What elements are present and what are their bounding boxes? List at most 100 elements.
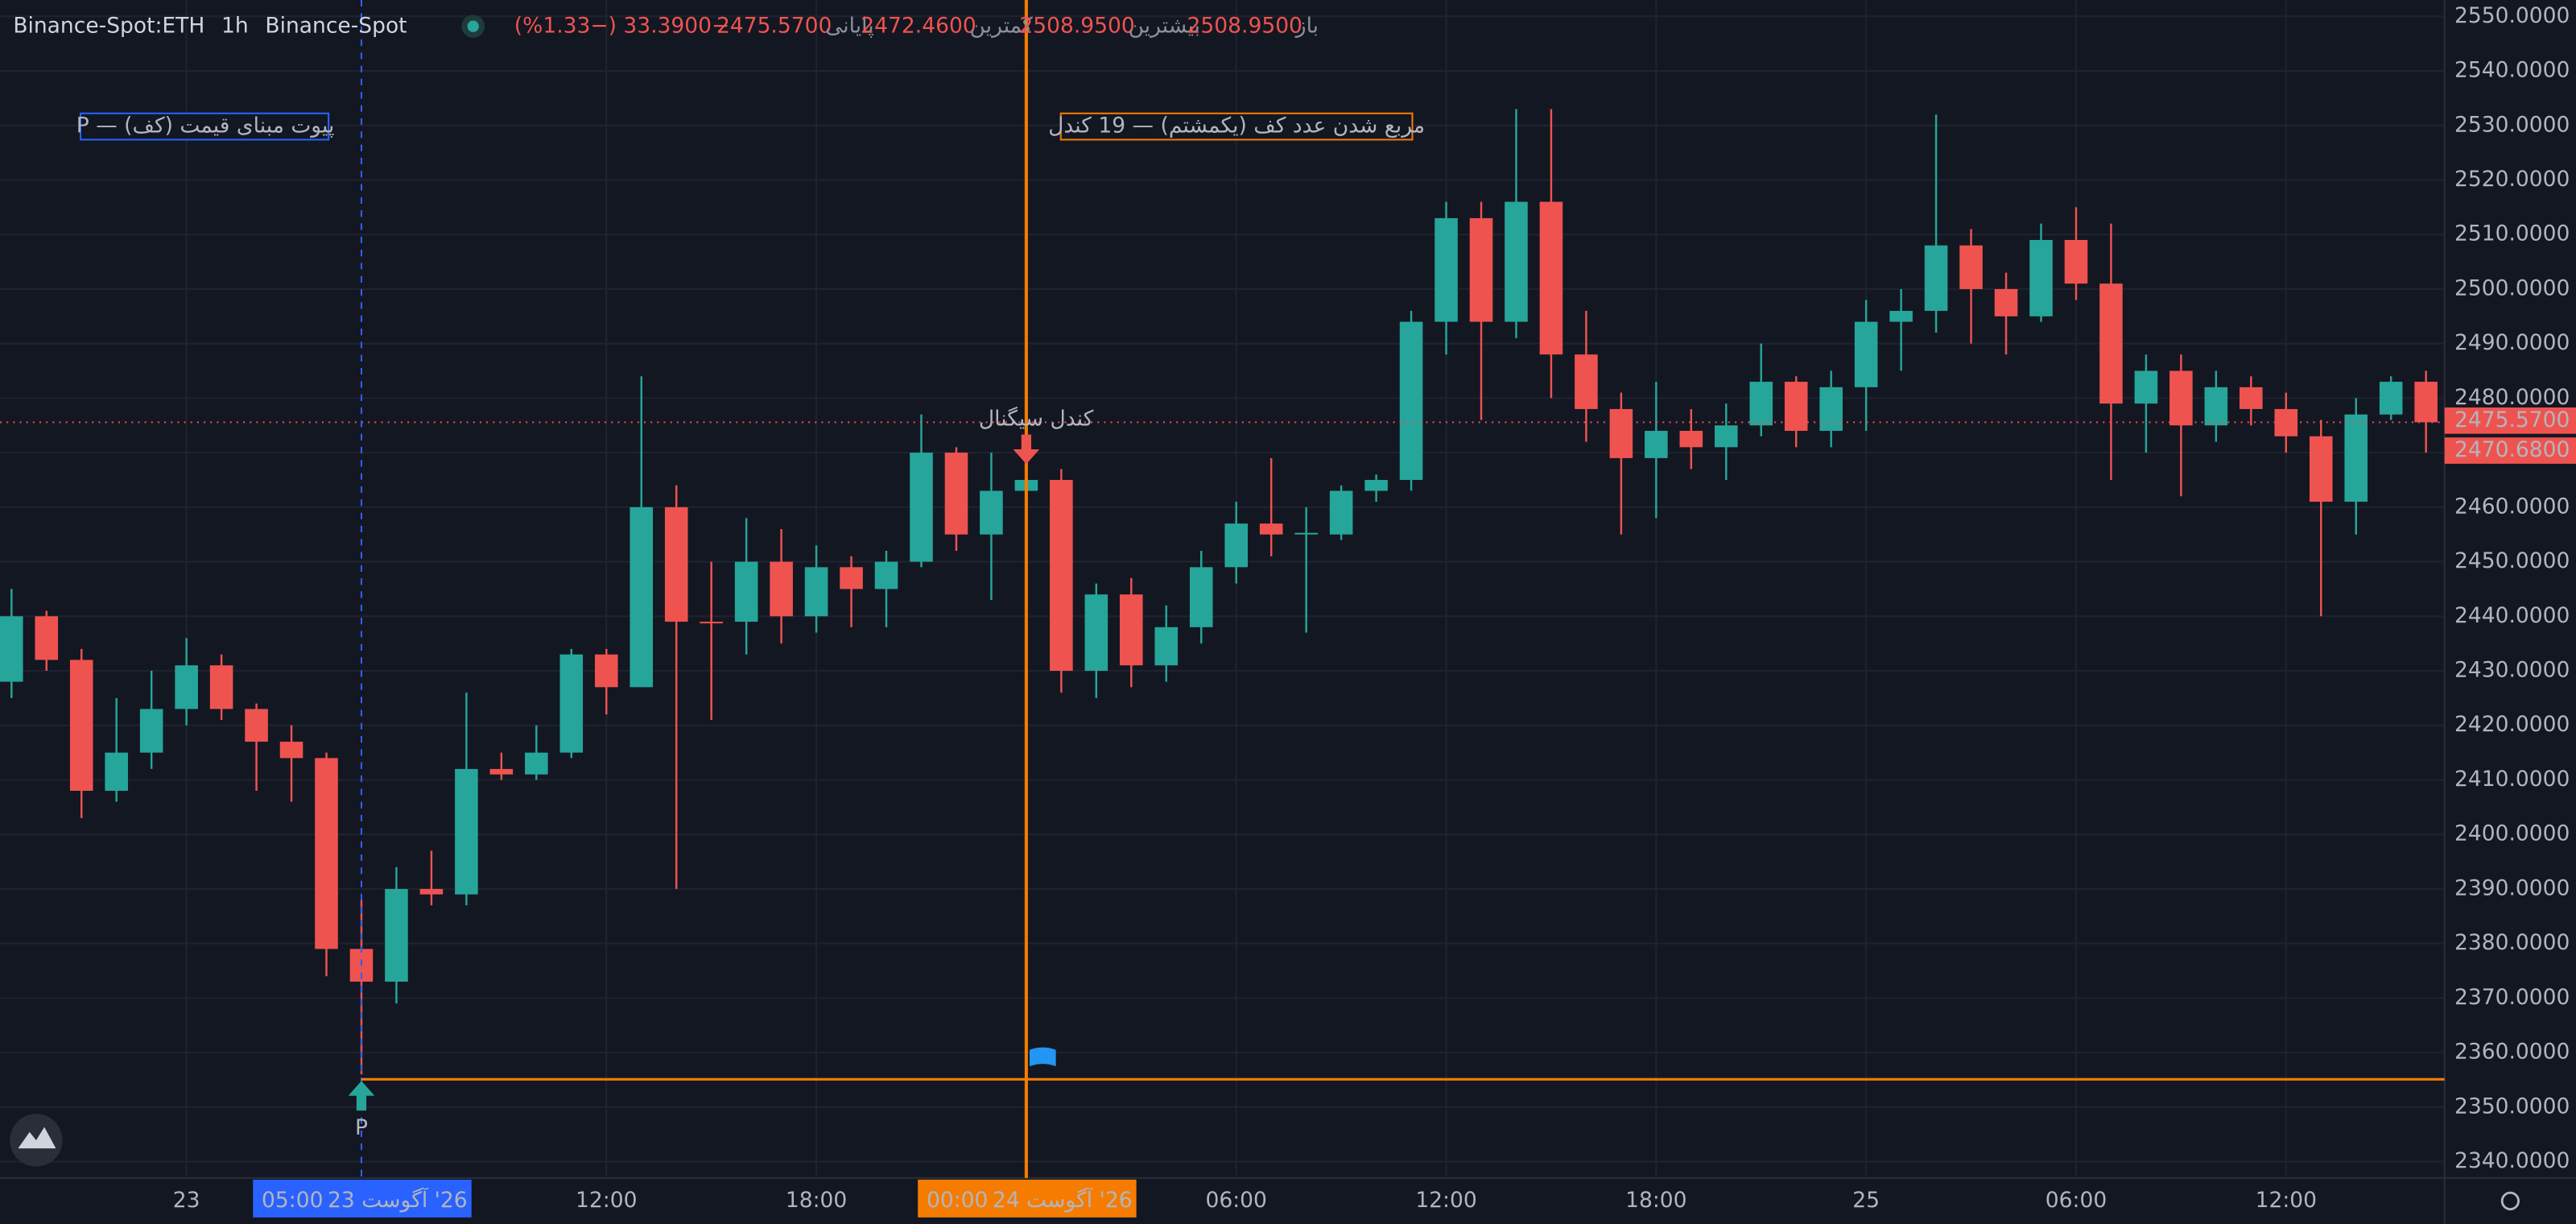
candle-body <box>594 654 618 688</box>
candle-body <box>1505 201 1528 322</box>
candle-body <box>1329 490 1353 535</box>
candle-body <box>1189 567 1213 627</box>
candle-body <box>455 768 478 895</box>
candle-body <box>2204 387 2228 426</box>
stat-label: باز <box>1294 13 1319 38</box>
y-tick-label: 2460.0000 <box>2454 494 2570 519</box>
candle-body <box>2414 382 2438 423</box>
stat-label: کمترین <box>970 13 1034 38</box>
candle-body <box>1154 626 1179 666</box>
y-tick-label: 2340.0000 <box>2454 1148 2570 1173</box>
candle-body <box>209 665 233 709</box>
x-tick-label: 06:00 <box>1205 1188 1266 1213</box>
candle-body <box>840 567 863 589</box>
settings-icon[interactable] <box>2500 1191 2520 1211</box>
candle-body <box>1084 594 1108 672</box>
y-tick-label: 2350.0000 <box>2454 1094 2570 1119</box>
price-label: 2475.5700 <box>2454 407 2570 432</box>
price-label-box <box>2444 437 2576 464</box>
stat-value: 2475.5700 <box>716 13 832 38</box>
candle-body <box>2029 239 2053 316</box>
stat-value: 2508.9500 <box>1187 13 1302 38</box>
y-tick-label: 2450.0000 <box>2454 548 2570 573</box>
candle-body <box>1575 354 1598 409</box>
stat-label: پایانی <box>825 13 873 38</box>
candle-body <box>105 752 128 792</box>
candle-body <box>1959 245 1983 289</box>
candle-body <box>1399 321 1423 480</box>
y-tick-label: 2360.0000 <box>2454 1040 2570 1065</box>
candle-body <box>980 490 1003 535</box>
symbol: Binance-Spot:ETH <box>13 13 204 38</box>
candle-body <box>630 507 654 688</box>
candle-body <box>1120 594 1143 666</box>
plot <box>0 109 2438 1075</box>
candle-body <box>315 758 338 949</box>
candle-body <box>0 616 23 682</box>
crosshair-label-box <box>253 1179 472 1218</box>
candle-body <box>69 660 93 792</box>
candle-body <box>1715 425 1738 448</box>
candle-body <box>770 561 793 617</box>
candle-body <box>874 561 898 589</box>
y-tick-label: 2430.0000 <box>2454 658 2570 683</box>
crosshair-label-box <box>918 1179 1137 1218</box>
candle-body <box>734 561 758 622</box>
candle-body <box>664 507 688 622</box>
flag-icon[interactable] <box>1029 1047 1056 1067</box>
pivot-marker: P <box>355 1115 368 1140</box>
candle-body <box>1994 288 2018 316</box>
candle-body <box>1435 217 1458 322</box>
x-tick-label: 06:00 <box>2046 1188 2107 1213</box>
candle-body <box>2309 436 2333 502</box>
y-tick-label: 2420.0000 <box>2454 712 2570 737</box>
interval: 1h <box>221 13 249 38</box>
candle-body <box>1364 479 1388 491</box>
candle-body <box>1539 201 1563 355</box>
candle-body <box>385 888 408 982</box>
candle-body <box>1784 382 1808 432</box>
signal-note: مربع شدن عدد کف (یکمشتم) — 19 کندل <box>1048 114 1425 139</box>
price-label: 2470.6800 <box>2454 437 2570 462</box>
exchange: Binance-Spot <box>265 13 407 38</box>
stat-label: بیشترین <box>1129 13 1200 38</box>
candle-body <box>245 709 268 742</box>
candle-body <box>525 752 548 775</box>
x-tick-label: 12:00 <box>576 1188 637 1213</box>
pivot-arrow <box>348 1081 375 1111</box>
price-label-box <box>2444 407 2576 434</box>
stat-value: 2508.9500 <box>1019 13 1134 38</box>
x-tick-label: 25 <box>1852 1188 1880 1213</box>
y-tick-label: 2380.0000 <box>2454 930 2570 955</box>
y-tick-label: 2480.0000 <box>2454 385 2570 410</box>
header: Binance-Spot:ETH 1h Binance-Spot <box>13 13 407 38</box>
grid <box>0 0 2445 1178</box>
pivot-note-box <box>79 112 330 141</box>
candle-body <box>2134 370 2158 404</box>
candle-body <box>804 567 828 617</box>
y-tick-label: 2400.0000 <box>2454 821 2570 846</box>
status-dot <box>467 20 479 32</box>
candle-body <box>1469 217 1493 322</box>
y-tick-label: 2490.0000 <box>2454 330 2570 355</box>
candle-body <box>1924 245 1948 312</box>
ohlc-stats: باز2508.9500بیشترین2508.9500کمترین2472.4… <box>514 13 1319 38</box>
candle-body <box>2379 382 2403 415</box>
y-tick-label: 2510.0000 <box>2454 221 2570 246</box>
candle-body <box>1259 523 1283 535</box>
candle-body <box>1609 408 1633 458</box>
signal-note-box <box>1059 112 1414 141</box>
pivot-note: پیوت مبنای قیمت (کف) — P <box>76 114 335 139</box>
crosshair-time: 00:00 <box>927 1188 988 1213</box>
y-tick-label: 2500.0000 <box>2454 275 2570 300</box>
y-tick-label: 2530.0000 <box>2454 112 2570 137</box>
x-tick-label: 18:00 <box>1625 1188 1686 1213</box>
candle-body <box>944 453 968 535</box>
candle-body <box>1749 382 1773 426</box>
candle-body <box>2344 414 2368 502</box>
candle-body <box>1645 431 1668 458</box>
crosshair-date: 26' آگوست 24 <box>993 1187 1133 1213</box>
candle-body <box>1050 479 1073 672</box>
x-tick-label: 12:00 <box>1415 1188 1476 1213</box>
